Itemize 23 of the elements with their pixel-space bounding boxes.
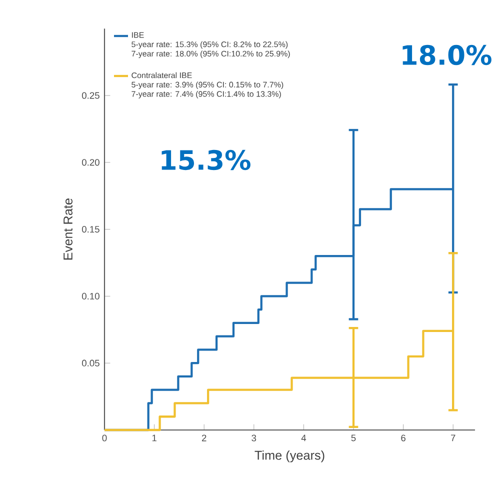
y-tick-label: 0.20 [82,159,100,166]
annotation: 5-year rate: 15.3% (95% CI: 8.2% to 22.5%) [132,41,288,49]
annotation: 18.0% [402,44,492,66]
x-tick-label: 5 [351,434,356,442]
x-tick-label: 2 [202,434,206,442]
annotation: 7-year rate: 18.0% (95% CI:10.2% to 25.9%) [132,50,290,58]
x-tick-label: 3 [252,434,256,442]
annotation: 15.3% [162,150,250,170]
x-tick-label: 4 [301,434,306,442]
y-tick-label: 0.15 [82,226,100,233]
x-tick-label: 6 [401,434,406,442]
x-tick-label: 0 [102,434,107,442]
y-tick-label: 0.25 [82,92,100,99]
x-axis-title: Time (years) [254,450,324,462]
y-tick-label: 0.05 [82,360,100,366]
legend-label: Contralateral IBE [132,72,192,78]
legend-label: IBE [132,32,144,38]
x-tick-label: 7 [450,434,456,442]
y-axis-title: Event Rate [64,198,72,260]
y-tick-label: 0.10 [82,292,100,300]
x-tick-label: 1 [152,434,156,442]
annotation: 5-year rate: 3.9% (95% CI: 0.15% to 7.7%) [132,82,284,90]
annotation: 7-year rate: 7.4% (95% CI:1.4% to 13.3%) [132,90,281,98]
